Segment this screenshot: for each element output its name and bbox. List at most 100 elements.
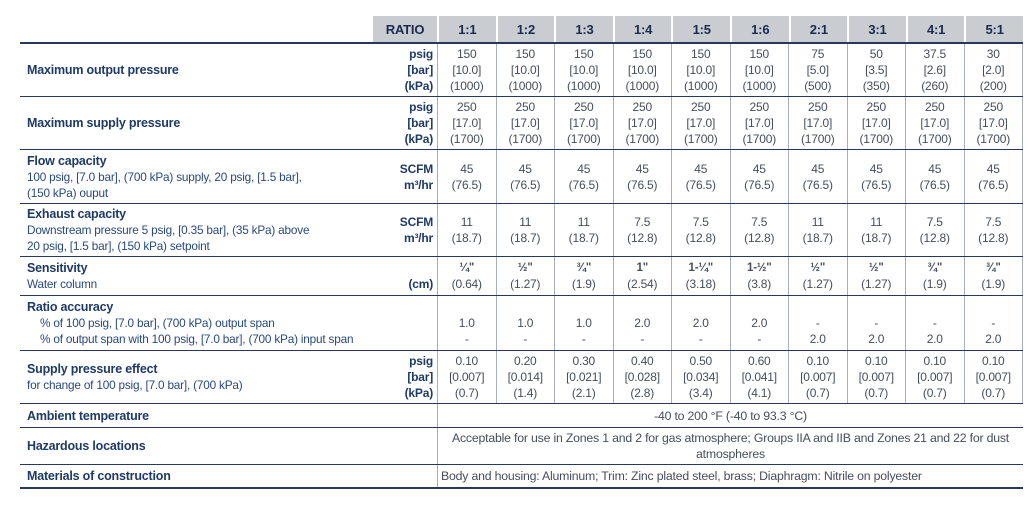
value-line: 37.5 xyxy=(923,47,947,61)
value-line: - xyxy=(464,332,469,346)
value-line: 7.5 xyxy=(751,215,768,229)
full-row-value: Body and housing: Aluminum; Trim: Zinc p… xyxy=(437,465,1023,487)
unit-label: [bar] xyxy=(407,63,433,77)
spec-row-exhaust-capacity: Exhaust capacity Downstream pressure 5 ps… xyxy=(20,204,1023,257)
unit-label: psig xyxy=(409,47,433,61)
value-cell: 7.5 (12.8) xyxy=(963,204,1023,256)
ratio-column-header: 1:4 xyxy=(612,16,672,42)
row-values: 0.10 [0.007] (0.7) 0.20 [0.014] (1.4) 0.30 [0.0… xyxy=(437,351,1023,403)
value-line: (1700) xyxy=(976,132,1011,146)
value-line: [0.034] xyxy=(683,370,719,384)
value-cell: 0.20 [0.014] (1.4) xyxy=(495,351,555,403)
value-line: 45 xyxy=(518,161,532,176)
value-line: 0.50 xyxy=(689,354,713,368)
value-line: 250 xyxy=(808,100,828,114)
value-line: 11 xyxy=(519,215,532,229)
value-line: (1000) xyxy=(742,79,777,93)
value-line: (76.5) xyxy=(627,177,658,192)
row-sublabel: Downstream pressure 5 psig, [0.35 bar], … xyxy=(27,223,310,237)
value-line: 150 xyxy=(632,47,653,61)
value-line: 150 xyxy=(691,47,711,61)
value-line: [17.0] xyxy=(627,116,657,130)
value-line: 0.40 xyxy=(630,354,654,368)
row-sublabel: % of 100 psig, [7.0 bar], (700 kPa) outp… xyxy=(40,316,275,330)
value-cell: 0.10 [0.007] (0.7) xyxy=(437,351,496,403)
row-units-cell: SCFM m³/hr xyxy=(373,150,437,203)
row-label-cell: Maximum supply pressure xyxy=(20,97,373,149)
value-line: (0.7) xyxy=(864,386,889,400)
spec-row-hazardous-locations: Hazardous locations Acceptable for use in… xyxy=(20,428,1023,465)
value-cell: 150 [10.0] (1000) xyxy=(437,44,496,96)
value-line: (18.7) xyxy=(861,231,892,245)
value-line: ½" xyxy=(810,262,826,274)
value-cell: 11 (18.7) xyxy=(554,204,613,256)
value-line: (1700) xyxy=(684,132,718,146)
value-line: (260) xyxy=(921,79,949,93)
ratio-column-header: 2:1 xyxy=(788,16,848,42)
value-cell: 11 (18.7) xyxy=(788,204,847,256)
value-line: (1000) xyxy=(567,79,601,93)
row-sublabel: Water column xyxy=(27,277,97,291)
value-line: (1700) xyxy=(508,132,543,146)
value-line: 1.0 xyxy=(575,316,592,330)
value-line: (1.4) xyxy=(513,386,538,400)
value-cell: - 2.0 xyxy=(846,296,906,350)
value-line: [17.0] xyxy=(686,116,716,130)
value-line: ½" xyxy=(517,262,533,274)
value-line: ½" xyxy=(868,262,884,274)
value-line: 45 xyxy=(460,161,474,176)
value-cell: 0.30 [0.021] (2.1) xyxy=(554,351,613,403)
table-header-row: RATIO 1:1 1:2 1:3 1:4 1:5 1:6 2:1 3:1 4:1 5:1 xyxy=(20,16,1023,44)
row-sublabel: 20 psig, [1.5 bar], (150 kPa) setpoint xyxy=(27,239,210,253)
value-cell: 150 [10.0] (1000) xyxy=(729,44,789,96)
value-line: 45 xyxy=(577,161,591,176)
value-cell: 250 [17.0] (1700) xyxy=(554,97,613,149)
value-line: 2.0 xyxy=(926,332,943,346)
value-line: (1000) xyxy=(508,79,543,93)
value-cell: - 2.0 xyxy=(788,296,847,350)
value-line: 0.30 xyxy=(572,354,596,368)
unit-label: (kPa) xyxy=(404,132,434,146)
row-label-cell: Sensitivity Water column xyxy=(20,257,373,295)
value-cell: 150 [10.0] (1000) xyxy=(671,44,730,96)
value-cell: 150 [10.0] (1000) xyxy=(612,44,672,96)
row-label: Sensitivity xyxy=(27,261,88,275)
value-line: [17.0] xyxy=(803,116,833,130)
row-units-cell xyxy=(373,296,437,350)
value-line: 150 xyxy=(515,47,536,61)
value-line: (12.8) xyxy=(627,231,658,245)
value-line: 7.5 xyxy=(634,215,651,229)
value-line: (1.9) xyxy=(981,277,1006,291)
value-cell: 2.0 - xyxy=(612,296,672,350)
value-line: 250 xyxy=(983,100,1004,114)
value-cell: 250 [17.0] (1700) xyxy=(788,97,847,149)
row-label: Flow capacity xyxy=(27,153,107,168)
value-line: (1.27) xyxy=(510,277,541,291)
value-line: (76.5) xyxy=(451,177,482,192)
value-line: - xyxy=(757,332,762,346)
unit-label: (cm) xyxy=(408,277,433,291)
value-line: [17.0] xyxy=(510,116,540,130)
row-sublabel: 100 psig, [7.0 bar], (700 kPa) supply, 2… xyxy=(27,169,302,184)
value-cell: 45 (76.5) xyxy=(846,150,906,203)
value-line: 2.0 xyxy=(868,332,885,346)
value-line: - xyxy=(815,316,820,330)
value-line: 250 xyxy=(632,100,653,114)
row-units-cell: psig [bar] (kPa) xyxy=(373,97,437,149)
row-sublabel: for change of 100 psig, [7.0 bar], (700 … xyxy=(27,378,243,392)
value-line: [0.007] xyxy=(975,370,1012,384)
value-line: 250 xyxy=(925,100,945,114)
ratio-header-columns: 1:1 1:2 1:3 1:4 1:5 1:6 2:1 3:1 4:1 5:1 xyxy=(437,16,1023,42)
value-line: [2.6] xyxy=(923,63,947,77)
value-line: (1700) xyxy=(918,132,952,146)
value-line: (76.5) xyxy=(802,177,833,192)
value-line: 0.10 xyxy=(981,354,1005,368)
row-label: Ratio accuracy xyxy=(27,300,114,314)
value-line: [0.007] xyxy=(858,370,895,384)
value-line: 45 xyxy=(869,161,883,176)
row-values: 250 [17.0] (1700) 250 [17.0] (1700) 250 [17.0] (… xyxy=(437,97,1023,149)
value-cell: ¾" (1.9) xyxy=(905,257,964,295)
value-line: [3.5] xyxy=(865,63,888,77)
row-values: 45 (76.5) 45 (76.5) 45 (76.5) 45 (76.5) 45 (76.5)… xyxy=(437,150,1023,203)
header-spacer xyxy=(20,16,373,42)
